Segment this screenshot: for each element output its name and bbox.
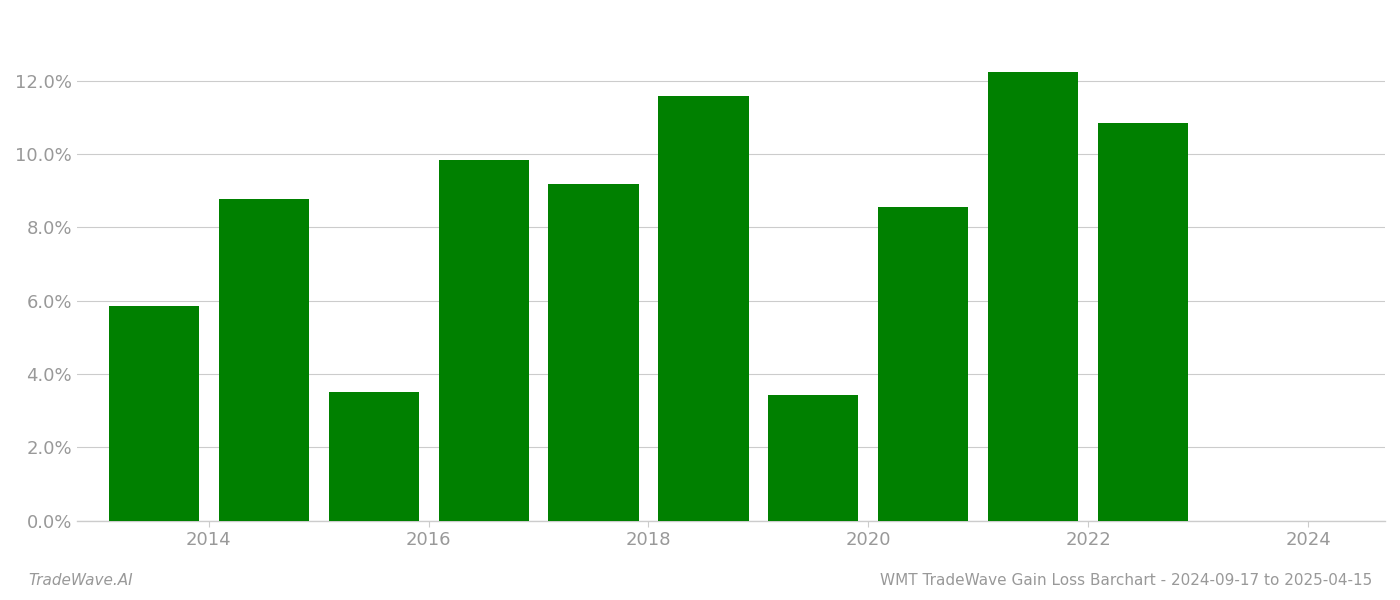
Bar [1098, 123, 1189, 521]
Bar [878, 208, 969, 521]
Bar [988, 72, 1078, 521]
Bar [109, 306, 199, 521]
Bar [549, 184, 638, 521]
Text: TradeWave.AI: TradeWave.AI [28, 573, 133, 588]
Text: WMT TradeWave Gain Loss Barchart - 2024-09-17 to 2025-04-15: WMT TradeWave Gain Loss Barchart - 2024-… [879, 573, 1372, 588]
Bar [329, 392, 419, 521]
Bar [438, 160, 529, 521]
Bar [658, 97, 749, 521]
Bar [769, 395, 858, 521]
Bar [218, 199, 309, 521]
